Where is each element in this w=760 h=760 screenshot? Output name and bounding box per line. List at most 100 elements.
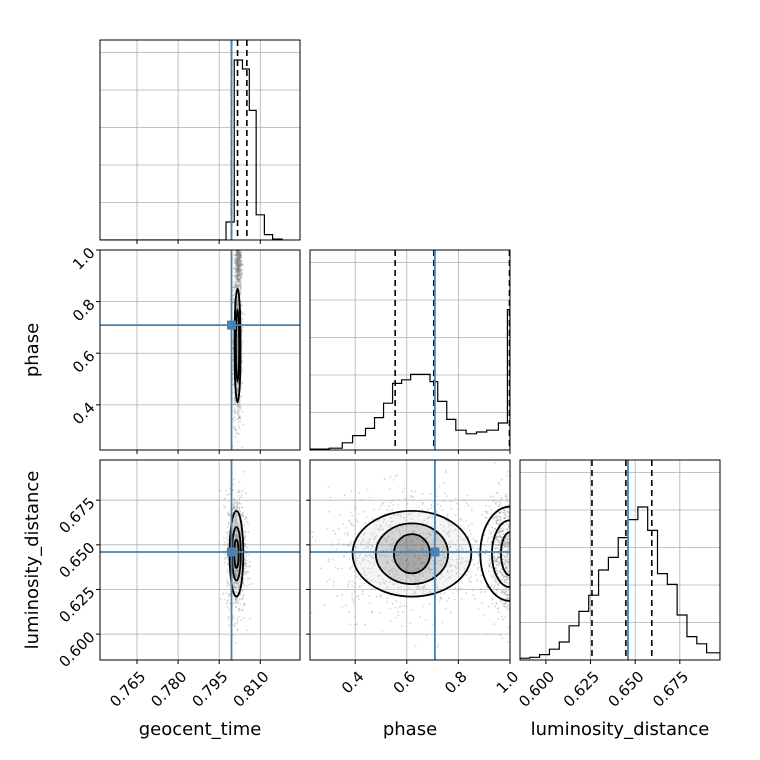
sample-point bbox=[508, 581, 510, 584]
sample-point bbox=[505, 559, 508, 562]
sample-point bbox=[447, 535, 450, 537]
sample-point bbox=[409, 549, 412, 551]
sample-point bbox=[238, 507, 241, 509]
sample-point bbox=[234, 569, 237, 572]
sample-point bbox=[495, 560, 497, 563]
sample-point bbox=[492, 517, 495, 520]
sample-point bbox=[236, 295, 239, 298]
sample-point bbox=[228, 513, 230, 516]
sample-point bbox=[429, 532, 431, 535]
histogram-axes-phase bbox=[309, 249, 511, 454]
sample-point bbox=[362, 559, 364, 562]
sample-point bbox=[495, 492, 498, 494]
sample-point bbox=[492, 530, 495, 533]
sample-point bbox=[408, 535, 411, 538]
sample-point bbox=[235, 270, 238, 273]
sample-point bbox=[414, 490, 417, 493]
sample-point bbox=[237, 260, 240, 263]
sample-point bbox=[239, 277, 241, 279]
sample-point bbox=[228, 584, 231, 587]
sample-point bbox=[236, 382, 239, 384]
sample-point bbox=[233, 624, 235, 626]
sample-point bbox=[506, 549, 508, 552]
sample-point bbox=[236, 245, 238, 247]
sample-point bbox=[233, 585, 236, 587]
sample-point bbox=[416, 567, 419, 570]
sample-point bbox=[242, 608, 244, 611]
sample-point bbox=[244, 545, 247, 548]
sample-point bbox=[239, 273, 242, 275]
sample-point bbox=[237, 278, 239, 280]
sample-point bbox=[237, 247, 239, 249]
sample-point bbox=[400, 624, 403, 627]
sample-point bbox=[511, 530, 513, 532]
sample-point bbox=[219, 489, 222, 492]
sample-point bbox=[238, 417, 241, 419]
sample-point bbox=[515, 565, 517, 567]
sample-point bbox=[414, 591, 417, 594]
sample-point bbox=[350, 511, 352, 514]
sample-point bbox=[249, 561, 252, 563]
sample-point bbox=[436, 562, 439, 565]
sample-point bbox=[501, 530, 504, 533]
sample-point bbox=[527, 561, 529, 563]
sample-point bbox=[235, 227, 237, 229]
sample-point bbox=[226, 568, 229, 571]
sample-point bbox=[236, 346, 239, 349]
sample-point bbox=[406, 589, 409, 592]
sample-point bbox=[236, 344, 239, 347]
sample-point bbox=[235, 536, 238, 538]
sample-point bbox=[401, 563, 404, 565]
sample-point bbox=[516, 532, 518, 534]
sample-point bbox=[488, 564, 490, 567]
sample-point bbox=[421, 572, 424, 575]
sample-point bbox=[237, 254, 239, 257]
sample-point bbox=[448, 597, 450, 600]
sample-point bbox=[514, 549, 516, 551]
sample-point bbox=[239, 273, 241, 276]
sample-point bbox=[385, 523, 387, 525]
sample-point bbox=[495, 592, 498, 595]
sample-point bbox=[515, 593, 517, 595]
sample-point bbox=[414, 555, 417, 558]
sample-point bbox=[391, 537, 394, 540]
sample-point bbox=[233, 622, 236, 624]
sample-point bbox=[237, 266, 240, 269]
sample-point bbox=[472, 538, 475, 541]
sample-point bbox=[235, 514, 238, 517]
sample-point bbox=[442, 546, 445, 548]
axes-frame bbox=[309, 249, 511, 451]
sample-point bbox=[507, 526, 510, 529]
sample-point bbox=[235, 261, 238, 264]
sample-point bbox=[235, 244, 237, 246]
sample-point bbox=[526, 579, 528, 581]
sample-point bbox=[488, 554, 491, 557]
sample-point bbox=[223, 598, 226, 601]
sample-point bbox=[236, 343, 239, 346]
sample-point bbox=[384, 566, 387, 569]
sample-point bbox=[436, 495, 439, 498]
sample-point bbox=[510, 591, 512, 593]
axes-frame bbox=[519, 459, 721, 661]
sample-point bbox=[307, 562, 309, 564]
sample-point bbox=[226, 556, 228, 559]
sample-point bbox=[506, 608, 509, 611]
sample-point bbox=[494, 557, 496, 560]
sample-point bbox=[238, 607, 241, 610]
sample-point bbox=[319, 567, 322, 570]
sample-point bbox=[421, 553, 424, 556]
sample-point bbox=[347, 585, 349, 588]
sample-point bbox=[226, 606, 229, 608]
sample-point bbox=[396, 474, 399, 476]
sample-point bbox=[430, 504, 433, 506]
sample-point bbox=[386, 559, 389, 562]
sample-point bbox=[233, 586, 236, 589]
sample-point bbox=[392, 560, 395, 563]
sample-point bbox=[238, 268, 240, 270]
sample-point bbox=[237, 259, 239, 262]
sample-point bbox=[237, 524, 239, 527]
sample-point bbox=[455, 567, 458, 570]
sample-point bbox=[507, 525, 510, 527]
sample-point bbox=[498, 531, 501, 534]
